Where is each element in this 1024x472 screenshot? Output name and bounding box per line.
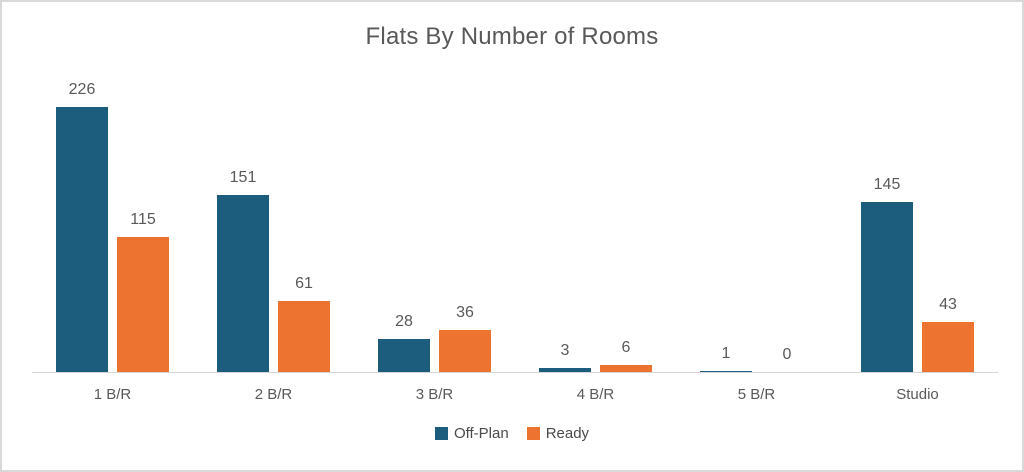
legend-item-ready: Ready: [526, 425, 590, 442]
bar-off-plan: [217, 195, 269, 372]
value-label: 61: [295, 275, 313, 292]
bar-unit: 61: [278, 79, 330, 372]
bar-unit: 0: [761, 79, 813, 372]
legend-label: Ready: [545, 425, 590, 442]
bar-ready: [439, 330, 491, 372]
bar-off-plan: [539, 368, 591, 372]
bar-unit: 145: [861, 79, 913, 372]
bar-unit: 36: [439, 79, 491, 372]
category-label: 3 B/R: [415, 386, 454, 403]
legend: Off-Plan Ready: [2, 425, 1022, 442]
bar-ready: [922, 322, 974, 372]
bar-off-plan: [56, 107, 108, 372]
bar-off-plan: [700, 371, 752, 372]
value-label: 145: [873, 176, 901, 193]
value-label: 43: [939, 296, 957, 313]
value-label: 28: [395, 313, 413, 330]
bar-unit: 43: [922, 79, 974, 372]
bar-group: 145 43: [837, 79, 998, 372]
bar-ready: [278, 301, 330, 372]
bar-group: 226 115: [32, 79, 193, 372]
value-label: 36: [456, 304, 474, 321]
value-label: 151: [229, 169, 257, 186]
value-label: 1: [721, 345, 731, 362]
bar-unit: 28: [378, 79, 430, 372]
bar-unit: 6: [600, 79, 652, 372]
bar-unit: 115: [117, 79, 169, 372]
value-label: 226: [68, 81, 96, 98]
bar-off-plan: [861, 202, 913, 372]
value-label: 6: [621, 339, 631, 356]
bar-ready: [117, 237, 169, 372]
bar-unit: 1: [700, 79, 752, 372]
plot-area: 226 115 151 61 28 36 3 6 1 0 145 43: [32, 79, 998, 373]
category-label: 2 B/R: [254, 386, 293, 403]
bar-off-plan: [378, 339, 430, 372]
category-label: 4 B/R: [576, 386, 615, 403]
category-label: 5 B/R: [737, 386, 776, 403]
legend-item-off-plan: Off-Plan: [434, 425, 509, 442]
bar-ready: [600, 365, 652, 372]
bar-unit: 151: [217, 79, 269, 372]
value-label: 3: [560, 342, 570, 359]
category-axis: 1 B/R 2 B/R 3 B/R 4 B/R 5 B/R Studio: [32, 373, 998, 403]
legend-label: Off-Plan: [453, 425, 509, 442]
category-label: Studio: [896, 386, 939, 403]
value-label: 0: [782, 346, 792, 363]
bar-group: 28 36: [354, 79, 515, 372]
bar-unit: 3: [539, 79, 591, 372]
legend-swatch-icon: [434, 427, 448, 440]
value-label: 115: [130, 211, 156, 228]
bar-group: 151 61: [193, 79, 354, 372]
category-label: 1 B/R: [93, 386, 132, 403]
chart-title: Flats By Number of Rooms: [365, 23, 659, 50]
legend-swatch-icon: [526, 427, 540, 440]
bar-unit: 226: [56, 79, 108, 372]
